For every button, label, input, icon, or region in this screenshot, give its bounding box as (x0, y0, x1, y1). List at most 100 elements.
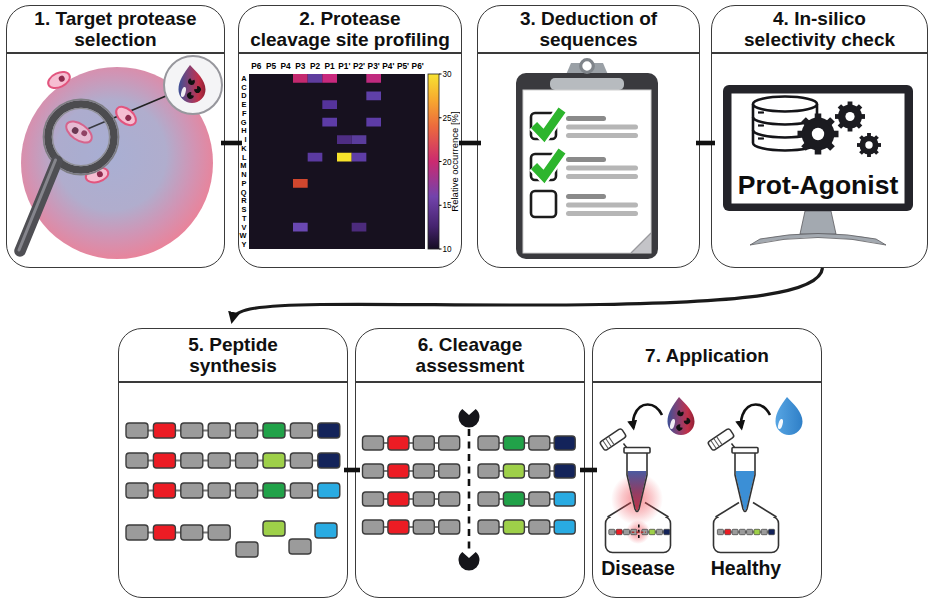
heatmap-row-label: L (242, 153, 247, 162)
peptide-block (413, 492, 434, 506)
heatmap-row-label: P (242, 179, 247, 188)
heatmap-cell (352, 153, 367, 162)
peptide-block (664, 529, 670, 534)
peptide-block (126, 453, 148, 468)
peptide-block (208, 483, 230, 498)
heatmap-cell (293, 223, 308, 232)
protease-pacman-top (458, 409, 479, 428)
peptide-block (388, 520, 409, 534)
peptide-block (732, 529, 738, 534)
heatmap-cell (308, 74, 323, 83)
peptide-block (554, 520, 575, 534)
peptide-block (503, 520, 524, 534)
heatmap-col-label: P6 (251, 61, 262, 71)
heatmap-cell (366, 118, 381, 127)
panel1-title: 1. Target protease selection (7, 6, 224, 52)
heatmap-cell (322, 100, 337, 109)
peptide-block (263, 453, 285, 468)
heatmap-row-label: H (241, 126, 246, 135)
heatmap-row-label: T (242, 214, 247, 223)
healthy-scene: Healthy (707, 397, 802, 579)
peptide-block (263, 483, 285, 498)
peptide-block (439, 464, 460, 478)
pour-arrow-disease (633, 405, 662, 429)
peptide-block (318, 483, 340, 498)
peptide-block (126, 483, 148, 498)
peptide-block (318, 423, 340, 438)
heatmap-col-label: P3' (368, 61, 380, 71)
heatmap-cell (322, 118, 337, 127)
peptide-block (236, 542, 258, 557)
heatmap-col-label: P1 (325, 61, 336, 71)
panel-target-protease-selection: 1. Target protease selection (6, 5, 225, 268)
peptide-block (208, 423, 230, 438)
panel-in-silico-check: Prot-Agonist 4. In-silico selectivity ch… (711, 5, 928, 268)
peptide-block (208, 525, 230, 540)
colorbar (428, 74, 439, 249)
peptide-block (616, 529, 622, 534)
gear-small (857, 133, 881, 157)
panel3-title: 3. Deduction of sequences (478, 6, 699, 52)
panel4-divider (712, 52, 927, 54)
peptide-block (181, 483, 203, 498)
tube-cap-healthy (707, 428, 734, 451)
peptide-block (717, 529, 723, 534)
peptide-block (439, 520, 460, 534)
heatmap-row-label: F (242, 109, 247, 118)
disease-label: Disease (601, 557, 675, 579)
heatmap-row-label: K (241, 144, 247, 153)
heatmap-col-label: P5' (397, 61, 409, 71)
panel5-title: 5. Peptide synthesis (119, 329, 347, 381)
peptide-block (388, 492, 409, 506)
panel2-title: 2. Protease cleavage site profiling (239, 6, 461, 52)
peptide-block (181, 525, 203, 540)
heatmap-cell (366, 92, 381, 101)
peptide-block (153, 423, 175, 438)
peptide-block (478, 520, 499, 534)
peptide-block (747, 529, 753, 534)
heatmap-row-label: W (240, 231, 247, 240)
peptide-block (529, 520, 550, 534)
panel-deduction-of-sequences: 3. Deduction of sequences (477, 5, 700, 268)
peptide-block (439, 436, 460, 450)
peptide-block (503, 436, 524, 450)
peptide-block (478, 436, 499, 450)
peptide-block (126, 423, 148, 438)
panel-cleavage-site-profiling: P6P5P4P3P2P1P1'P2'P3'P4'P5'P6'ACDEFGHIKL… (238, 5, 462, 268)
peptide-block (126, 525, 148, 540)
heatmap-cell (293, 179, 308, 188)
peptide-block (290, 483, 312, 498)
heatmap-row-label: A (241, 74, 247, 83)
gear-large (798, 114, 839, 155)
gear-medium (835, 102, 865, 132)
disease-scene: Disease (599, 397, 694, 579)
flow-arrow (233, 268, 823, 319)
heatmap-row-label: G (241, 118, 247, 127)
peptide-block (363, 464, 384, 478)
heatmap-col-label: P5 (266, 61, 277, 71)
heatmap-cell (337, 135, 352, 144)
peptide-block (754, 529, 760, 534)
monitor-base (750, 234, 886, 246)
heatmap-row-label: Y (242, 240, 247, 249)
peptide-block (413, 464, 434, 478)
heatmap-row-label: Q (241, 188, 247, 197)
peptide-block (656, 529, 662, 534)
peptide-block (208, 453, 230, 468)
heatmap-row-label: C (241, 83, 247, 92)
peptide-block (503, 492, 524, 506)
panel6-divider (356, 381, 584, 383)
peptide-block (236, 453, 258, 468)
heatmap-cell (308, 153, 323, 162)
monitor-neck (800, 211, 836, 234)
peptide-block (649, 529, 655, 534)
panel7-divider (593, 381, 821, 383)
peptide-block (554, 492, 575, 506)
healthy-label: Healthy (711, 557, 782, 579)
colorbar-label: Relative occurrence [%] (449, 111, 460, 211)
peptide-block (769, 529, 775, 534)
peptide-block (478, 492, 499, 506)
clip-bottom (550, 78, 624, 90)
peptide-block (554, 436, 575, 450)
heatmap-col-label: P3 (295, 61, 306, 71)
